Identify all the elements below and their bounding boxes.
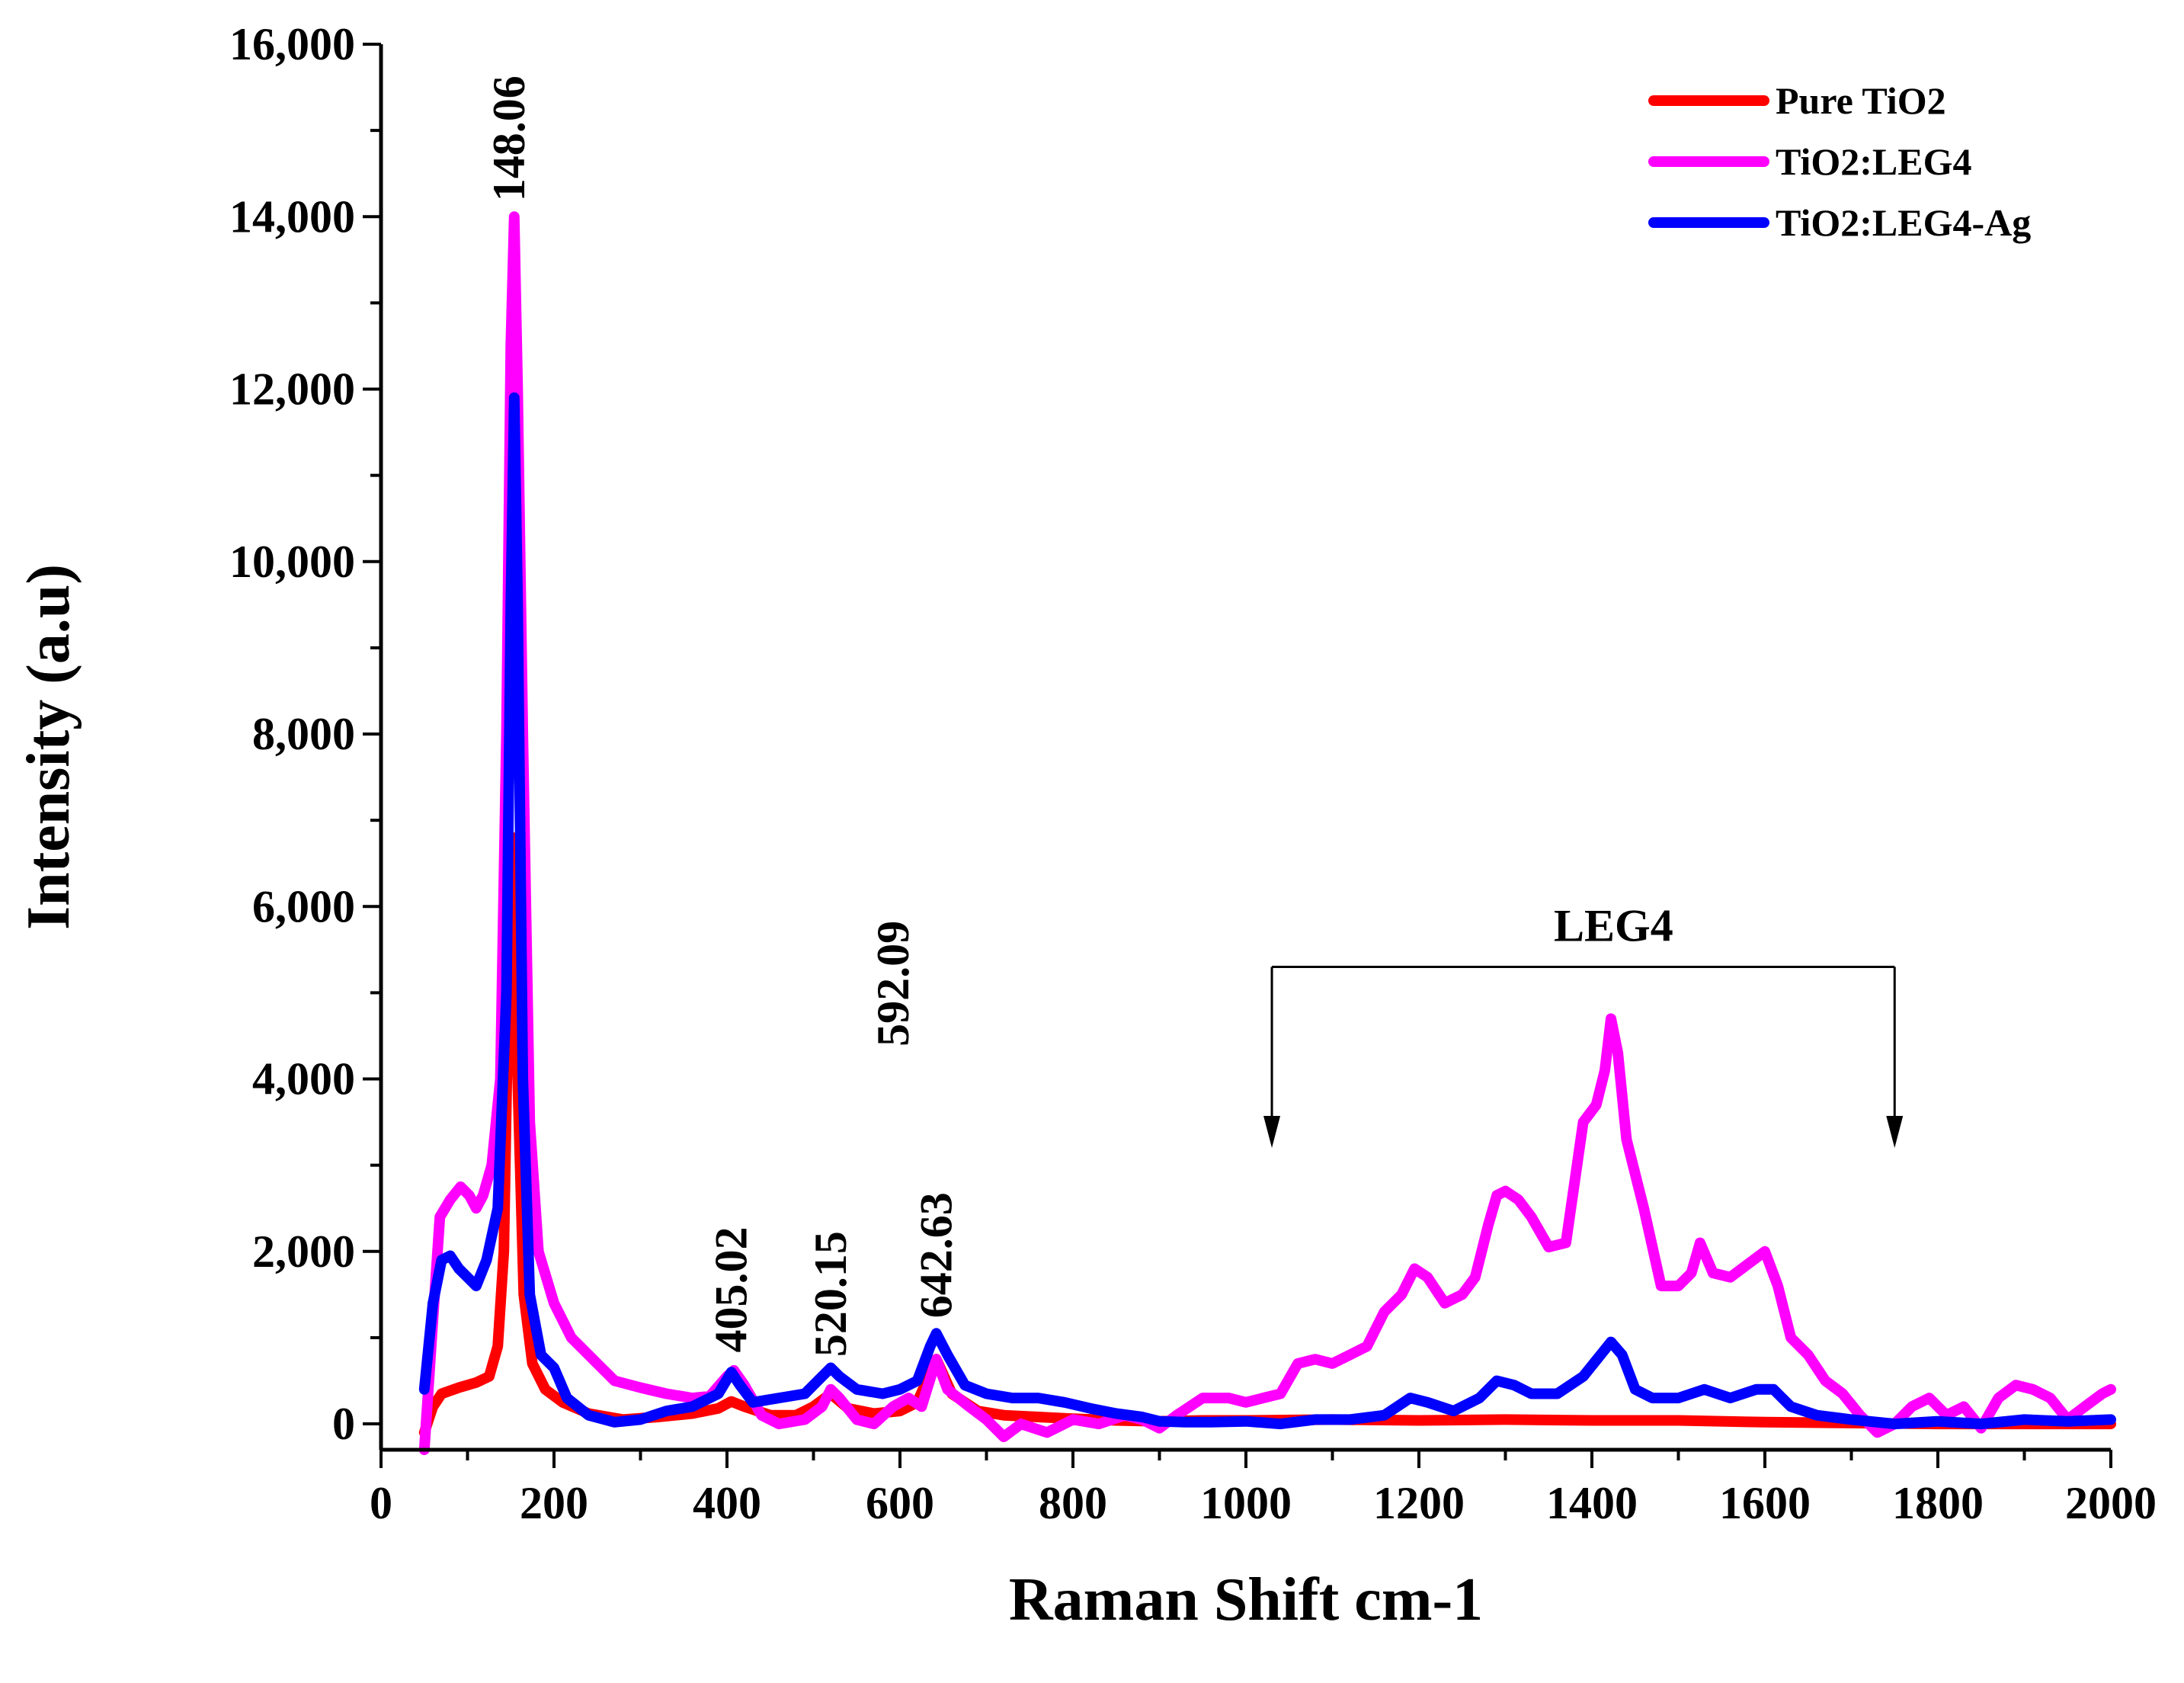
legend-label-1: TiO2:LEG4 xyxy=(1776,140,1971,183)
legend-label-0: Pure TiO2 xyxy=(1776,79,1946,122)
y-tick-label: 4,000 xyxy=(252,1054,355,1104)
x-tick-label: 1400 xyxy=(1546,1478,1638,1528)
peak-label: 148.06 xyxy=(484,75,534,201)
y-axis-title: Intensity (a.u) xyxy=(15,564,82,930)
y-tick-label: 14,000 xyxy=(229,191,355,242)
x-tick-label: 0 xyxy=(370,1478,392,1528)
y-tick-label: 0 xyxy=(332,1399,355,1449)
x-tick-label: 1200 xyxy=(1373,1478,1465,1528)
peak-label: 592.09 xyxy=(868,921,918,1047)
x-tick-label: 2000 xyxy=(2065,1478,2157,1528)
y-tick-label: 8,000 xyxy=(252,709,355,759)
x-tick-label: 200 xyxy=(520,1478,588,1528)
series-line-2 xyxy=(418,392,2116,1430)
y-tick-label: 2,000 xyxy=(252,1226,355,1277)
bracket-arrow-head-0 xyxy=(1263,1116,1281,1149)
series-layer xyxy=(418,211,2116,1455)
peak-label: 642.63 xyxy=(911,1192,962,1318)
peak-label: 405.02 xyxy=(706,1227,757,1353)
series-line-1 xyxy=(418,211,2116,1455)
legend-label-2: TiO2:LEG4-Ag xyxy=(1776,201,2031,244)
x-tick-label: 1000 xyxy=(1200,1478,1292,1528)
annotations: 148.06 405.02 520.15 592.09 642.63 LEG4 xyxy=(484,75,1904,1357)
peak-label: LEG4 xyxy=(1554,901,1673,951)
x-tick-label: 400 xyxy=(693,1478,761,1528)
x-axis-title: Raman Shift cm-1 xyxy=(1009,1566,1483,1633)
x-tick-label: 800 xyxy=(1039,1478,1107,1528)
series-line-0 xyxy=(418,832,2116,1438)
y-tick-label: 16,000 xyxy=(229,19,355,69)
x-tick-label: 600 xyxy=(866,1478,934,1528)
x-tick-label: 1600 xyxy=(1719,1478,1811,1528)
bracket-arrow-head-1 xyxy=(1886,1116,1904,1149)
legend: Pure TiO2 TiO2:LEG4 TiO2:LEG4-Ag xyxy=(1648,79,2031,244)
y-tick-label: 12,000 xyxy=(229,364,355,415)
x-tick-label: 1800 xyxy=(1892,1478,1984,1528)
peak-label: 520.15 xyxy=(805,1231,856,1357)
y-tick-label: 6,000 xyxy=(252,881,355,931)
y-tick-label: 10,000 xyxy=(229,537,355,587)
axes: 0 200 400 600 800 1000 1200 1400 1600 1800 2000 0 2,… xyxy=(229,19,2157,1528)
